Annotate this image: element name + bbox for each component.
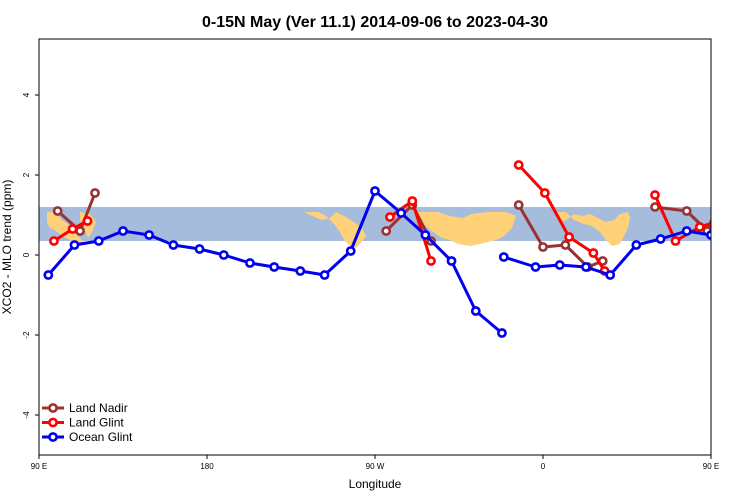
legend-swatch-marker: [48, 432, 58, 442]
y-tick-label: 0: [22, 252, 31, 257]
data-point-ocean-glint: [706, 230, 711, 240]
data-point-ocean-glint: [396, 208, 407, 218]
data-point-land-glint: [426, 256, 436, 266]
y-axis-label: XCO2 - MLO trend (ppm): [0, 180, 14, 315]
data-point-ocean-glint: [269, 262, 280, 272]
data-point-ocean-glint: [470, 306, 481, 316]
legend-item-land-glint: Land Glint: [42, 416, 124, 430]
series-ocean-glint: [43, 186, 741, 338]
x-tick-label: 90 E: [31, 462, 47, 471]
series-land-nadir: [52, 188, 726, 272]
x-tick-label: 90 E: [703, 462, 719, 471]
data-point-ocean-glint: [93, 236, 104, 246]
data-point-ocean-glint: [554, 260, 565, 270]
x-tick-label: 0: [541, 462, 546, 471]
data-point-land-glint: [715, 217, 722, 224]
data-point-ocean-glint: [43, 270, 54, 280]
data-point-ocean-glint: [446, 256, 457, 266]
legend-item-land-nadir: Land Nadir: [42, 401, 128, 415]
data-point-ocean-glint: [681, 226, 692, 236]
x-tick-label: 90 W: [366, 462, 385, 471]
y-tick-label: -2: [22, 331, 31, 339]
data-point-land-glint: [670, 236, 681, 246]
data-point-ocean-glint: [295, 266, 306, 276]
data-point-ocean-glint: [168, 240, 179, 250]
data-point-land-nadir: [513, 200, 524, 210]
legend-label: Ocean Glint: [69, 430, 133, 444]
data-point-land-nadir: [560, 240, 571, 250]
data-point-ocean-glint: [194, 244, 205, 254]
data-point-land-nadir: [538, 242, 548, 252]
data-point-land-nadir: [719, 189, 726, 196]
x-axis-label: Longitude: [349, 477, 402, 491]
data-point-ocean-glint: [631, 240, 642, 250]
data-point-ocean-glint: [497, 328, 507, 338]
y-tick-label: -4: [22, 411, 31, 419]
data-point-ocean-glint: [144, 230, 155, 240]
legend-item-ocean-glint: Ocean Glint: [42, 430, 133, 444]
data-point-land-glint: [694, 222, 705, 232]
y-tick-label: 4: [22, 92, 31, 97]
data-point-ocean-glint: [734, 241, 741, 248]
land-africa-west: [418, 212, 516, 246]
data-point-land-glint: [82, 216, 93, 226]
data-point-ocean-glint: [345, 246, 356, 256]
data-point-ocean-glint: [420, 230, 431, 240]
data-point-land-glint: [407, 196, 418, 206]
legend-swatch-marker: [48, 417, 58, 428]
data-point-land-nadir: [75, 226, 85, 236]
data-point-ocean-glint: [319, 270, 330, 280]
data-point-land-nadir: [381, 226, 392, 236]
land-south-america-north: [340, 230, 362, 246]
data-point-land-nadir: [650, 202, 660, 212]
data-point-ocean-glint: [605, 270, 616, 280]
series-line-land-nadir: [654, 205, 711, 233]
data-point-ocean-glint: [218, 250, 229, 260]
data-point-land-glint: [650, 190, 660, 200]
land-south-asia: [556, 212, 630, 246]
data-point-ocean-glint: [530, 262, 541, 272]
plot-frame: [38, 38, 712, 456]
data-point-land-glint: [588, 248, 599, 258]
data-point-ocean-glint: [498, 252, 509, 262]
data-point-land-nadir: [681, 206, 692, 216]
data-point-ocean-glint: [245, 258, 255, 268]
data-point-land-glint: [49, 236, 59, 246]
data-point-land-nadir: [90, 188, 100, 198]
data-point-ocean-glint: [655, 234, 666, 244]
y-tick-label: 2: [22, 172, 31, 177]
legend-label: Land Nadir: [69, 401, 128, 415]
legend-label: Land Glint: [69, 416, 124, 430]
data-point-ocean-glint: [118, 226, 128, 236]
data-point-land-glint: [513, 160, 524, 170]
data-point-land-glint: [385, 212, 395, 222]
data-point-ocean-glint: [581, 262, 591, 272]
chart-title: 0-15N May (Ver 11.1) 2014-09-06 to 2023-…: [202, 14, 548, 31]
data-point-ocean-glint: [69, 240, 80, 250]
data-point-ocean-glint: [370, 186, 380, 196]
data-point-land-glint: [67, 224, 78, 234]
land-australia-north: [47, 212, 84, 246]
data-point-land-glint: [539, 188, 550, 198]
legend-swatch-marker: [48, 403, 58, 413]
x-tick-label: 180: [200, 462, 214, 471]
data-point-land-glint: [564, 232, 575, 242]
series-line-ocean-glint: [503, 229, 711, 277]
data-point-land-nadir: [52, 206, 63, 216]
